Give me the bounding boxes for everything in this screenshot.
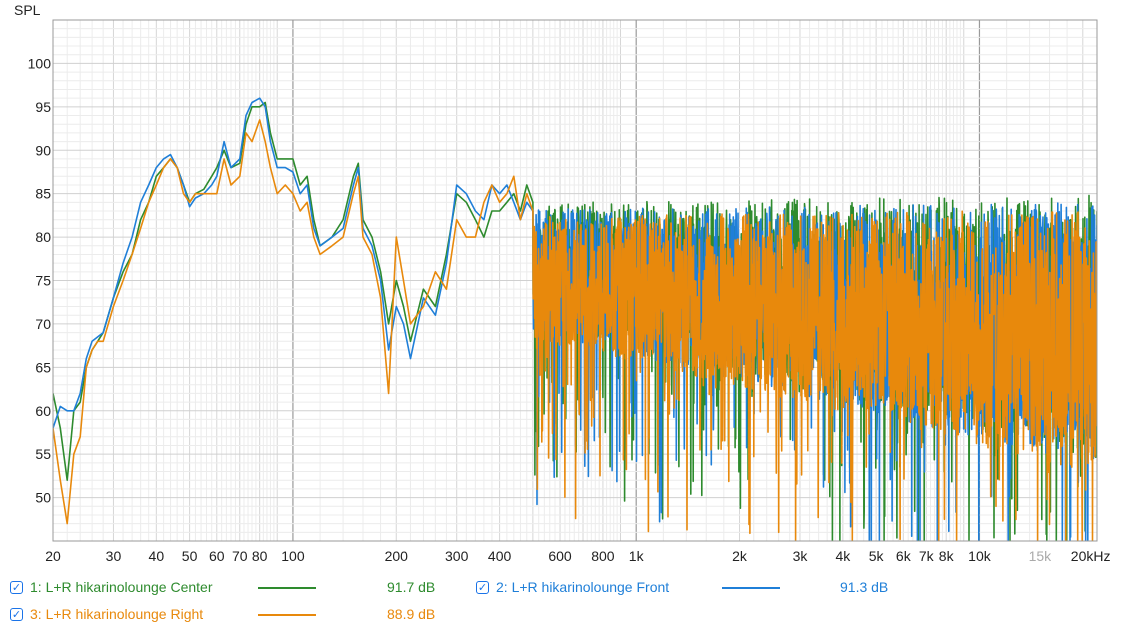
checkbox-front[interactable]: ✓: [476, 580, 489, 594]
y-tick-label: 95: [35, 99, 51, 115]
x-tick-label: 6k: [896, 548, 912, 564]
y-tick-label: 65: [35, 359, 51, 375]
legend-line-front: [722, 587, 780, 589]
y-axis-ticks: 50 55 60 65 70 75 80 85 90 95 100: [28, 55, 52, 505]
legend-item-front[interactable]: ✓ 2: L+R hikarinolounge Front: [476, 576, 669, 598]
legend-label-right: 3: L+R hikarinolounge Right: [30, 606, 204, 622]
x-tick-label: 600: [548, 548, 572, 564]
x-tick-label: 1k: [629, 548, 645, 564]
x-tick-label: 15k: [1029, 548, 1053, 564]
legend-value-front: 91.3 dB: [840, 579, 889, 595]
y-tick-label: 80: [35, 229, 51, 245]
x-tick-label: 800: [591, 548, 615, 564]
y-tick-label: 100: [28, 55, 52, 71]
x-tick-label: 100: [281, 548, 305, 564]
x-tick-label: 30: [106, 548, 122, 564]
x-tick-label: 4k: [835, 548, 851, 564]
checkbox-right[interactable]: ✓: [10, 607, 23, 621]
plot-frame: [52, 19, 1098, 542]
series-line-3: [53, 119, 1097, 541]
legend-value-center: 91.7 dB: [387, 579, 436, 595]
y-tick-label: 60: [35, 403, 51, 419]
x-tick-label: 20kHz: [1071, 548, 1111, 564]
legend-label-front: 2: L+R hikarinolounge Front: [496, 579, 670, 595]
x-tick-label: 60: [209, 548, 225, 564]
y-tick-label: 75: [35, 273, 51, 289]
x-tick-label: 70: [232, 548, 248, 564]
x-tick-label: 7k: [919, 548, 935, 564]
x-tick-label: 50: [182, 548, 198, 564]
y-tick-label: 85: [35, 186, 51, 202]
legend-item-right[interactable]: ✓ 3: L+R hikarinolounge Right: [10, 603, 203, 625]
x-tick-label: 5k: [869, 548, 885, 564]
x-tick-label: 20: [45, 548, 61, 564]
y-tick-label: 70: [35, 316, 51, 332]
legend-item-center[interactable]: ✓ 1: L+R hikarinolounge Center: [10, 576, 213, 598]
x-tick-label: 300: [445, 548, 469, 564]
legend-line-center: [258, 587, 316, 589]
legend-label-center: 1: L+R hikarinolounge Center: [30, 579, 213, 595]
x-tick-label: 200: [385, 548, 409, 564]
x-tick-label: 3k: [793, 548, 809, 564]
y-tick-label: 90: [35, 142, 51, 158]
x-tick-label: 2k: [732, 548, 748, 564]
frequency-response-chart: SPL 50 55 60 65 70 75 80 85 90 95 100 20 30 40 50 60 70…: [14, 2, 1110, 564]
y-tick-label: 50: [35, 490, 51, 506]
checkbox-center[interactable]: ✓: [10, 580, 23, 594]
x-tick-label: 10k: [968, 548, 992, 564]
x-tick-label: 40: [149, 548, 165, 564]
x-tick-label: 400: [488, 548, 512, 564]
y-axis-title: SPL: [14, 2, 41, 18]
x-tick-label: 80: [252, 548, 268, 564]
x-axis-ticks: 20 30 40 50 60 70 80 100 200 300 400 600 800 1k 2k 3k 4k…: [45, 548, 1110, 564]
series-layer: [53, 97, 1097, 541]
y-tick-label: 55: [35, 446, 51, 462]
legend-value-right: 88.9 dB: [387, 606, 436, 622]
x-tick-label: 8k: [939, 548, 955, 564]
legend-line-right: [258, 614, 316, 616]
